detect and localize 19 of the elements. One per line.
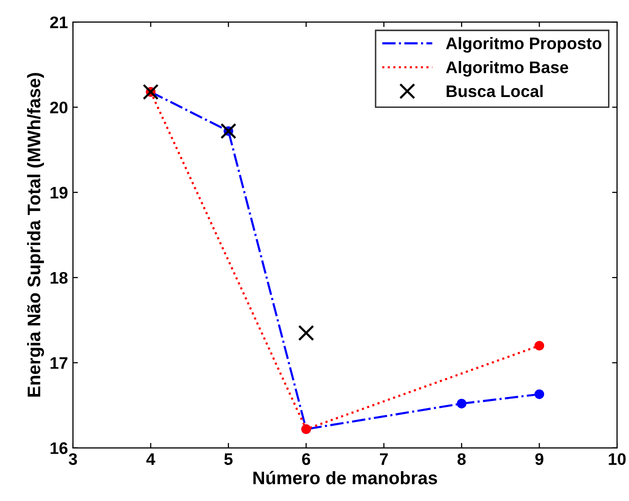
x-tick-label: 9 (535, 453, 544, 465)
x-axis-title: Número de manobras (253, 470, 438, 484)
y-tick-label: 17 (50, 357, 68, 369)
y-axis-title: Energia Não Suprida Total (MWh/fase) (27, 73, 44, 397)
legend-label: Algoritmo Proposto (446, 37, 602, 53)
x-tick-label: 5 (224, 453, 233, 465)
legend-label: Busca Local (446, 84, 543, 98)
y-tick-label: 16 (50, 442, 68, 454)
x-tick-label: 7 (380, 453, 388, 465)
x-tick-label: 8 (457, 453, 466, 465)
y-tick-label: 19 (50, 186, 68, 199)
x-tick-label: 4 (146, 453, 156, 465)
x-tick-label: 10 (608, 453, 626, 465)
x-tick-label: 6 (302, 453, 310, 465)
legend-label: Algoritmo Base (446, 60, 568, 77)
x-tick-label: 3 (68, 453, 77, 466)
y-tick-label: 21 (50, 16, 68, 28)
y-tick-label: 18 (50, 272, 68, 284)
y-tick-label: 20 (50, 102, 68, 114)
